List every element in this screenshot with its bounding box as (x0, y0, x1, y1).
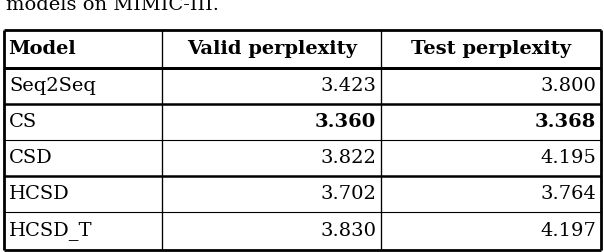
Text: Seq2Seq: Seq2Seq (9, 77, 96, 95)
Text: 4.197: 4.197 (540, 222, 596, 240)
Text: 3.822: 3.822 (321, 149, 376, 167)
Text: 3.423: 3.423 (320, 77, 376, 95)
Text: models on MIMIC-III.: models on MIMIC-III. (6, 0, 219, 14)
Text: Test perplexity: Test perplexity (411, 40, 571, 58)
Text: 3.360: 3.360 (315, 113, 376, 131)
Text: CS: CS (9, 113, 37, 131)
Text: 3.702: 3.702 (321, 185, 376, 203)
Text: 3.764: 3.764 (540, 185, 596, 203)
Text: HCSD_T: HCSD_T (9, 222, 92, 240)
Text: Valid perplexity: Valid perplexity (187, 40, 357, 58)
Text: 3.830: 3.830 (320, 222, 376, 240)
Text: 4.195: 4.195 (540, 149, 596, 167)
Text: 3.800: 3.800 (540, 77, 596, 95)
Text: HCSD: HCSD (9, 185, 69, 203)
Text: Model: Model (8, 40, 76, 58)
Text: CSD: CSD (9, 149, 53, 167)
Text: 3.368: 3.368 (535, 113, 596, 131)
